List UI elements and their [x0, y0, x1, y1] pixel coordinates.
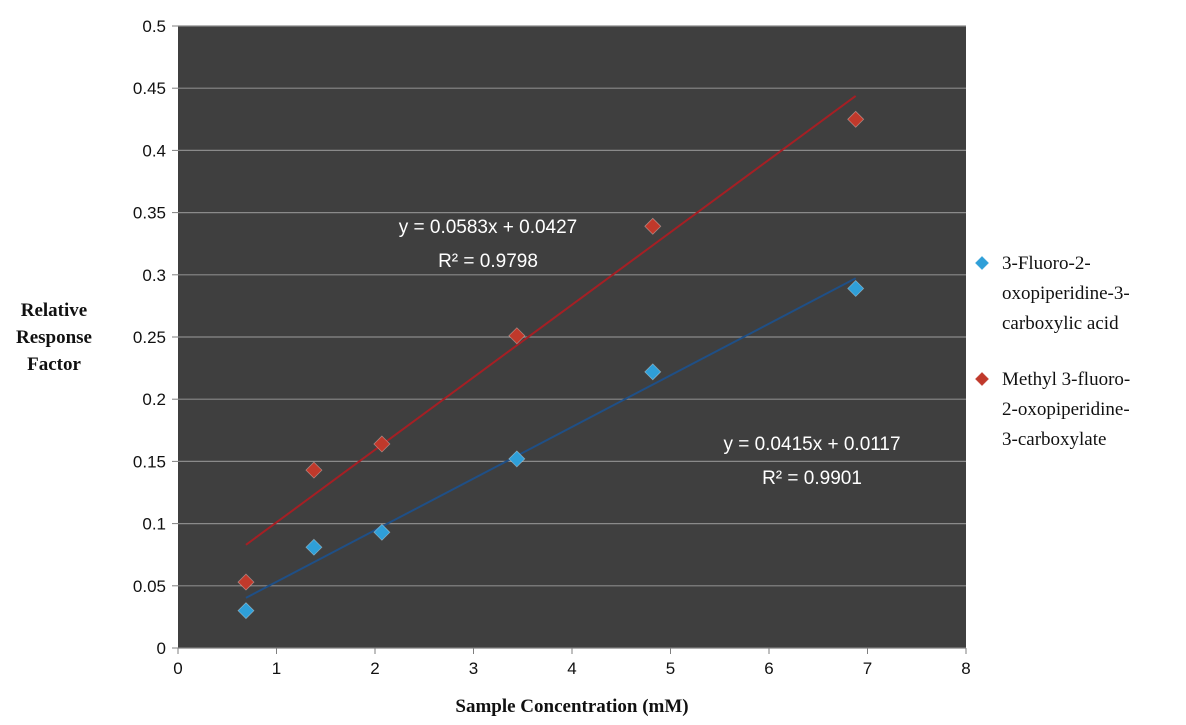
y-tick-label: 0.45 [133, 79, 166, 98]
x-tick-label: 6 [764, 659, 773, 678]
y-tick-label: 0.5 [142, 17, 166, 36]
data-point [373, 435, 391, 453]
y-tick-label: 0.05 [133, 577, 166, 596]
y-tick-label: 0.15 [133, 452, 166, 471]
data-point [508, 327, 526, 345]
x-tick-label: 3 [469, 659, 478, 678]
trendline-r-squared: R² = 0.9798 [438, 251, 538, 272]
x-tick-label: 2 [370, 659, 379, 678]
trendline [245, 277, 857, 599]
x-tick-label: 5 [666, 659, 675, 678]
data-point [305, 538, 323, 556]
data-point [644, 217, 662, 235]
legend-entry-label: 3-Fluoro-2- [1002, 253, 1091, 274]
trendline-equation: y = 0.0583x + 0.0427 [399, 217, 578, 238]
y-tick-label: 0.4 [142, 141, 166, 160]
x-tick-label: 4 [567, 659, 576, 678]
y-tick-label: 0.3 [142, 266, 166, 285]
y-tick-label: 0.35 [133, 204, 166, 223]
data-point [237, 602, 255, 620]
data-point [847, 279, 865, 298]
trendline-equation: y = 0.0415x + 0.0117 [723, 434, 900, 455]
data-point [237, 573, 255, 591]
data-point [305, 461, 323, 479]
y-axis-title: Relative [21, 300, 87, 321]
trendline [245, 95, 857, 546]
x-axis-title: Sample Concentration (mM) [455, 696, 688, 717]
y-axis-title: Factor [27, 354, 81, 375]
y-tick-label: 0 [157, 639, 166, 658]
legend-marker [974, 255, 990, 271]
y-axis-title: Response [16, 327, 92, 348]
x-tick-label: 8 [961, 659, 970, 678]
trendline-r-squared: R² = 0.9901 [762, 468, 862, 489]
legend-entry-label: carboxylic acid [1002, 313, 1119, 334]
data-point [644, 363, 662, 381]
legend-entry-label: 2-oxopiperidine- [1002, 399, 1130, 420]
x-tick-label: 1 [272, 659, 281, 678]
y-tick-label: 0.2 [142, 390, 166, 409]
legend-entry-label: oxopiperidine-3- [1002, 283, 1130, 304]
legend-entry-label: Methyl 3-fluoro- [1002, 369, 1130, 390]
x-tick-label: 7 [863, 659, 872, 678]
legend-entry-label: 3-carboxylate [1002, 429, 1106, 450]
x-tick-label: 0 [173, 659, 182, 678]
legend-marker [974, 371, 990, 387]
data-point [847, 110, 865, 128]
data-point [373, 523, 391, 541]
y-tick-label: 0.1 [142, 515, 166, 534]
data-point [508, 450, 526, 468]
y-tick-label: 0.25 [133, 328, 166, 347]
